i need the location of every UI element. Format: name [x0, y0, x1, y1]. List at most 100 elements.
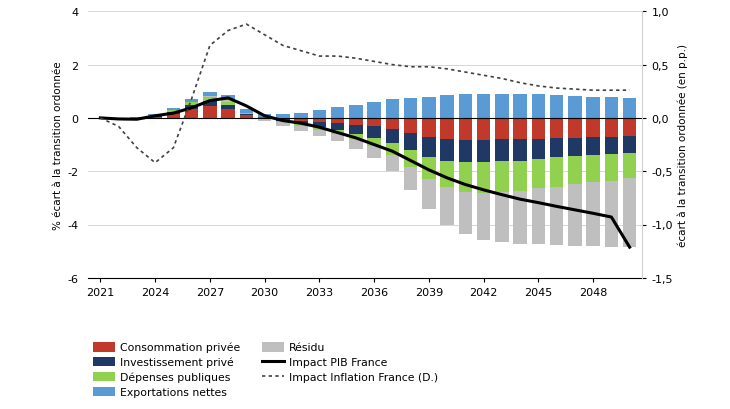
Bar — [385, 100, 399, 119]
Bar — [550, 139, 564, 158]
Bar — [531, 95, 545, 119]
Bar — [294, 119, 308, 121]
Bar — [458, 95, 472, 119]
Bar — [623, 178, 637, 247]
Bar — [367, 103, 381, 119]
Y-axis label: écart à la transition ordonnée (en p.p.): écart à la transition ordonnée (en p.p.) — [677, 44, 688, 247]
Bar — [331, 130, 345, 135]
Bar — [604, 155, 618, 181]
Bar — [367, 139, 381, 146]
Bar — [349, 125, 363, 135]
Bar — [550, 119, 564, 139]
Bar — [185, 103, 199, 105]
Bar — [586, 138, 600, 156]
Bar — [404, 168, 418, 190]
Bar — [166, 108, 180, 111]
Bar — [404, 119, 418, 133]
Bar — [513, 140, 527, 161]
Bar — [458, 119, 472, 140]
Bar — [404, 151, 418, 168]
Bar — [258, 119, 272, 121]
Bar — [367, 146, 381, 159]
Bar — [331, 108, 345, 119]
Bar — [440, 119, 454, 139]
Bar — [440, 188, 454, 225]
Bar — [112, 119, 126, 120]
Bar — [531, 119, 545, 139]
Bar — [239, 114, 253, 115]
Bar — [550, 187, 564, 246]
Bar — [440, 139, 454, 161]
Bar — [349, 135, 363, 140]
Bar — [385, 156, 399, 172]
Bar — [623, 137, 637, 153]
Bar — [422, 157, 436, 180]
Bar — [568, 138, 582, 157]
Bar — [477, 193, 491, 240]
Bar — [385, 129, 399, 144]
Y-axis label: % écart à la transition ordonnée: % écart à la transition ordonnée — [53, 61, 64, 229]
Bar — [148, 116, 162, 117]
Bar — [550, 96, 564, 119]
Bar — [623, 99, 637, 119]
Bar — [440, 161, 454, 188]
Bar — [166, 111, 180, 112]
Bar — [166, 112, 180, 115]
Bar — [276, 123, 290, 126]
Bar — [422, 97, 436, 119]
Bar — [221, 103, 235, 105]
Bar — [385, 119, 399, 129]
Bar — [623, 153, 637, 178]
Bar — [440, 96, 454, 119]
Bar — [385, 144, 399, 156]
Bar — [623, 119, 637, 137]
Bar — [604, 181, 618, 247]
Bar — [203, 93, 217, 97]
Bar — [495, 140, 509, 162]
Bar — [203, 98, 217, 101]
Legend: Consommation privée, Investissement privé, Dépenses publiques, Exportations nett: Consommation privée, Investissement priv… — [93, 342, 438, 397]
Bar — [221, 105, 235, 109]
Bar — [513, 192, 527, 245]
Bar — [239, 110, 253, 114]
Bar — [203, 107, 217, 119]
Bar — [185, 99, 199, 103]
Bar — [312, 130, 326, 137]
Bar — [312, 110, 326, 119]
Bar — [239, 115, 253, 116]
Bar — [239, 116, 253, 119]
Bar — [495, 94, 509, 119]
Bar — [312, 119, 326, 123]
Bar — [221, 101, 235, 103]
Bar — [294, 121, 308, 124]
Bar — [568, 119, 582, 138]
Bar — [513, 161, 527, 192]
Bar — [312, 127, 326, 130]
Bar — [349, 119, 363, 125]
Bar — [568, 97, 582, 119]
Bar — [203, 97, 217, 98]
Bar — [458, 192, 472, 235]
Bar — [568, 157, 582, 185]
Bar — [422, 137, 436, 157]
Bar — [258, 117, 272, 119]
Bar — [586, 182, 600, 246]
Bar — [331, 135, 345, 142]
Bar — [276, 122, 290, 123]
Bar — [203, 101, 217, 107]
Bar — [221, 96, 235, 101]
Bar — [404, 133, 418, 151]
Bar — [404, 99, 418, 119]
Bar — [349, 105, 363, 119]
Bar — [495, 192, 509, 243]
Bar — [550, 158, 564, 187]
Bar — [331, 119, 345, 124]
Bar — [148, 115, 162, 116]
Bar — [276, 120, 290, 122]
Bar — [221, 109, 235, 119]
Bar — [495, 162, 509, 192]
Bar — [477, 163, 491, 193]
Bar — [148, 117, 162, 119]
Bar — [367, 119, 381, 127]
Bar — [130, 118, 144, 119]
